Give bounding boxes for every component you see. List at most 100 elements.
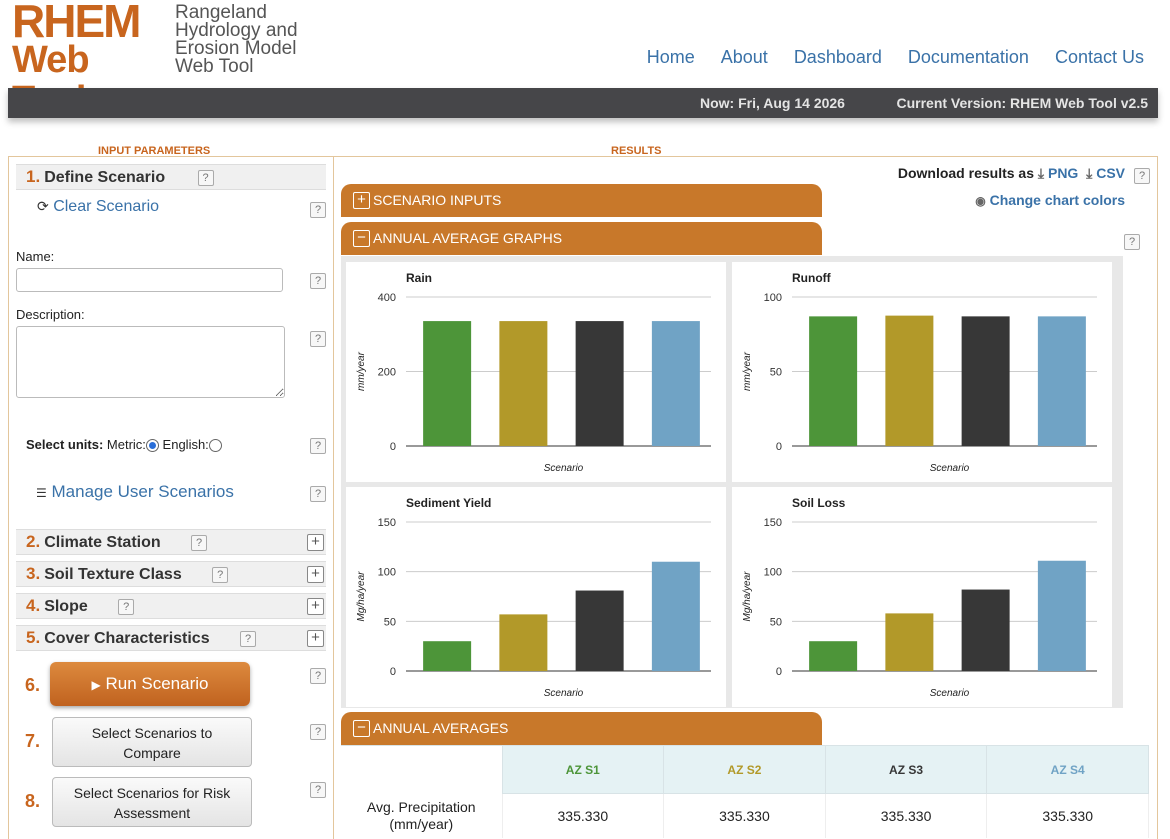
run-scenario-button[interactable]: ▶ Run Scenario bbox=[50, 662, 250, 706]
help-icon[interactable]: ? bbox=[197, 169, 214, 186]
status-bar: Now: Fri, Aug 14 2026 Current Version: R… bbox=[8, 88, 1158, 118]
step-define-scenario[interactable]: 1. Define Scenario ? bbox=[16, 164, 326, 190]
y-tick-label: 0 bbox=[390, 441, 396, 453]
bar bbox=[961, 316, 1010, 446]
nav-home[interactable]: Home bbox=[646, 47, 695, 67]
description-label: Description: bbox=[16, 307, 85, 322]
button-label-line: Assessment bbox=[113, 805, 191, 821]
download-png-link[interactable]: PNG bbox=[1047, 165, 1079, 181]
step-climate-station[interactable]: 2. Climate Station ? + bbox=[16, 529, 326, 555]
expand-plus-icon[interactable]: + bbox=[307, 566, 324, 583]
row-label: Avg. Precipitation (mm/year) bbox=[341, 793, 503, 838]
metric-radio[interactable] bbox=[145, 439, 159, 453]
soil-loss-chart-svg: Soil Loss 0 50 100 150 Mg/ha/year Scenario bbox=[742, 496, 1097, 699]
y-tick-label: 150 bbox=[764, 517, 782, 529]
chart-rain: Rain 0 200 400 mm/year Scenario bbox=[346, 262, 726, 482]
step-number: 7. bbox=[25, 731, 41, 751]
bar bbox=[575, 321, 624, 446]
column-header: AZ S3 bbox=[824, 745, 988, 794]
help-icon[interactable]: ? bbox=[310, 782, 326, 798]
help-icon[interactable]: ? bbox=[310, 438, 326, 454]
help-icon[interactable]: ? bbox=[191, 534, 208, 551]
tagline: Rangeland Hydrology and Erosion Model We… bbox=[175, 3, 335, 76]
results-title: RESULTS bbox=[611, 145, 662, 157]
x-axis-label: Scenario bbox=[930, 688, 970, 699]
help-icon[interactable]: ? bbox=[212, 566, 229, 583]
english-radio[interactable] bbox=[208, 439, 222, 453]
button-label-line: Compare bbox=[123, 745, 181, 761]
column-header: AZ S4 bbox=[986, 745, 1149, 794]
clear-scenario-link[interactable]: ⟳ Clear Scenario bbox=[37, 198, 159, 216]
manage-user-scenarios-link[interactable]: ☰ Manage User Scenarios bbox=[36, 482, 234, 502]
y-tick-label: 50 bbox=[770, 616, 782, 628]
step-label: Slope bbox=[44, 598, 88, 615]
name-input[interactable] bbox=[16, 268, 283, 292]
chart-soil-loss: Soil Loss 0 50 100 150 Mg/ha/year Scenario bbox=[732, 487, 1112, 707]
chart-title: Runoff bbox=[792, 271, 832, 285]
help-icon[interactable]: ? bbox=[310, 724, 326, 740]
collapse-minus-icon: − bbox=[353, 720, 370, 737]
y-axis-label: Mg/ha/year bbox=[356, 571, 367, 622]
collapse-minus-icon: − bbox=[353, 230, 370, 247]
accordion-label: ANNUAL AVERAGES bbox=[373, 720, 509, 736]
rain-chart-svg: Rain 0 200 400 mm/year Scenario bbox=[356, 271, 711, 474]
download-csv-link[interactable]: CSV bbox=[1096, 165, 1125, 181]
clear-scenario-label: Clear Scenario bbox=[53, 198, 160, 215]
help-icon[interactable]: ? bbox=[1124, 234, 1140, 250]
download-icon: ⤓ bbox=[1037, 165, 1045, 181]
bar bbox=[1037, 316, 1086, 446]
help-icon[interactable]: ? bbox=[310, 331, 326, 347]
chart-sediment-yield: Sediment Yield 0 50 100 150 Mg/ha/year Scenari… bbox=[346, 487, 726, 707]
help-icon[interactable]: ? bbox=[310, 486, 326, 502]
y-tick-label: 0 bbox=[390, 666, 396, 678]
bar bbox=[499, 321, 548, 446]
step-label: Soil Texture Class bbox=[44, 566, 182, 583]
expand-plus-icon[interactable]: + bbox=[307, 630, 324, 647]
select-scenarios-compare-button[interactable]: Select Scenarios to Compare bbox=[52, 717, 252, 767]
y-tick-label: 100 bbox=[378, 567, 396, 579]
units-selector: Select units: Metric: English: bbox=[26, 437, 222, 453]
step-number: 1. bbox=[26, 167, 41, 186]
input-parameters-title: INPUT PARAMETERS bbox=[98, 145, 211, 157]
nav-contact[interactable]: Contact Us bbox=[1054, 47, 1144, 67]
step-soil-texture[interactable]: 3. Soil Texture Class ? + bbox=[16, 561, 326, 587]
download-results: Download results as ⤓ PNG ⤓ CSV bbox=[898, 165, 1125, 182]
accordion-annual-average-graphs[interactable]: − ANNUAL AVERAGE GRAPHS bbox=[341, 222, 822, 255]
play-icon: ▶ bbox=[91, 678, 101, 692]
accordion-annual-averages[interactable]: − ANNUAL AVERAGES bbox=[341, 712, 822, 745]
nav-dashboard[interactable]: Dashboard bbox=[793, 47, 882, 67]
help-icon[interactable]: ? bbox=[240, 630, 257, 647]
help-icon[interactable]: ? bbox=[118, 598, 135, 615]
rhem-logo[interactable]: RHEM Web Tool bbox=[12, 0, 167, 120]
change-chart-colors-link[interactable]: ◉ Change chart colors bbox=[975, 192, 1125, 208]
bar bbox=[809, 641, 858, 671]
download-icon: ⤓ bbox=[1086, 165, 1093, 181]
expand-plus-icon[interactable]: + bbox=[307, 598, 324, 615]
chart-title: Soil Loss bbox=[792, 496, 846, 510]
table-cell: 335.330 bbox=[502, 793, 665, 838]
select-scenarios-risk-button[interactable]: Select Scenarios for Risk Assessment bbox=[52, 777, 252, 827]
help-icon[interactable]: ? bbox=[1134, 168, 1150, 184]
table-cell: 335.330 bbox=[986, 793, 1149, 838]
bar bbox=[423, 641, 472, 671]
y-tick-label: 100 bbox=[764, 567, 782, 579]
bar bbox=[651, 321, 700, 446]
accordion-label: SCENARIO INPUTS bbox=[373, 192, 502, 208]
step-number: 2. bbox=[26, 532, 41, 551]
nav-about[interactable]: About bbox=[720, 47, 768, 67]
change-colors-label: Change chart colors bbox=[989, 192, 1125, 208]
help-icon[interactable]: ? bbox=[310, 273, 326, 289]
y-axis-label: mm/year bbox=[742, 351, 753, 391]
help-icon[interactable]: ? bbox=[310, 668, 326, 684]
y-tick-label: 0 bbox=[776, 441, 782, 453]
step-cover-characteristics[interactable]: 5. Cover Characteristics ? + bbox=[16, 625, 326, 651]
step-slope[interactable]: 4. Slope ? + bbox=[16, 593, 326, 619]
accordion-scenario-inputs[interactable]: + SCENARIO INPUTS bbox=[341, 184, 822, 217]
help-icon[interactable]: ? bbox=[310, 202, 326, 218]
description-input[interactable] bbox=[16, 326, 285, 398]
chart-title: Sediment Yield bbox=[406, 496, 491, 510]
expand-plus-icon[interactable]: + bbox=[307, 534, 324, 551]
nav-documentation[interactable]: Documentation bbox=[907, 47, 1029, 67]
y-tick-label: 50 bbox=[384, 616, 396, 628]
radio-selected-dot bbox=[148, 442, 156, 450]
